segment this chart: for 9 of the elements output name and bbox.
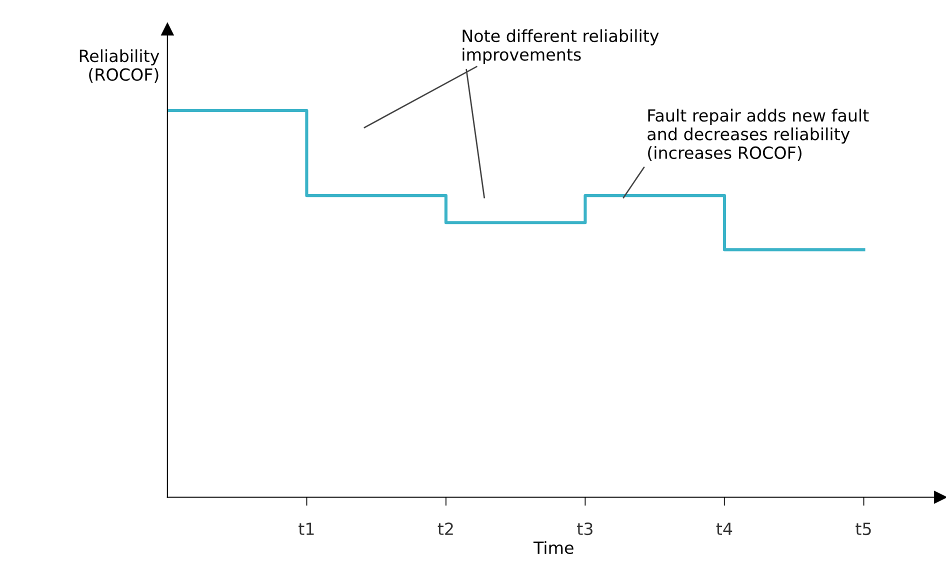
x-tick-label: t1: [298, 522, 314, 535]
x-tick-label: t3: [577, 522, 592, 536]
x-axis-title: Time: [533, 541, 574, 554]
x-tick-label: t2: [438, 522, 453, 535]
x-tick-label: t4: [716, 522, 732, 535]
y-axis-title: Reliability (ROCOF): [80, 49, 160, 83]
annotation: Fault repair adds new fault and decreases reliability (increases ROCOF): [648, 108, 869, 161]
text: Note different reliability improvements: [462, 29, 659, 64]
x-tick-label: t5: [856, 522, 871, 536]
